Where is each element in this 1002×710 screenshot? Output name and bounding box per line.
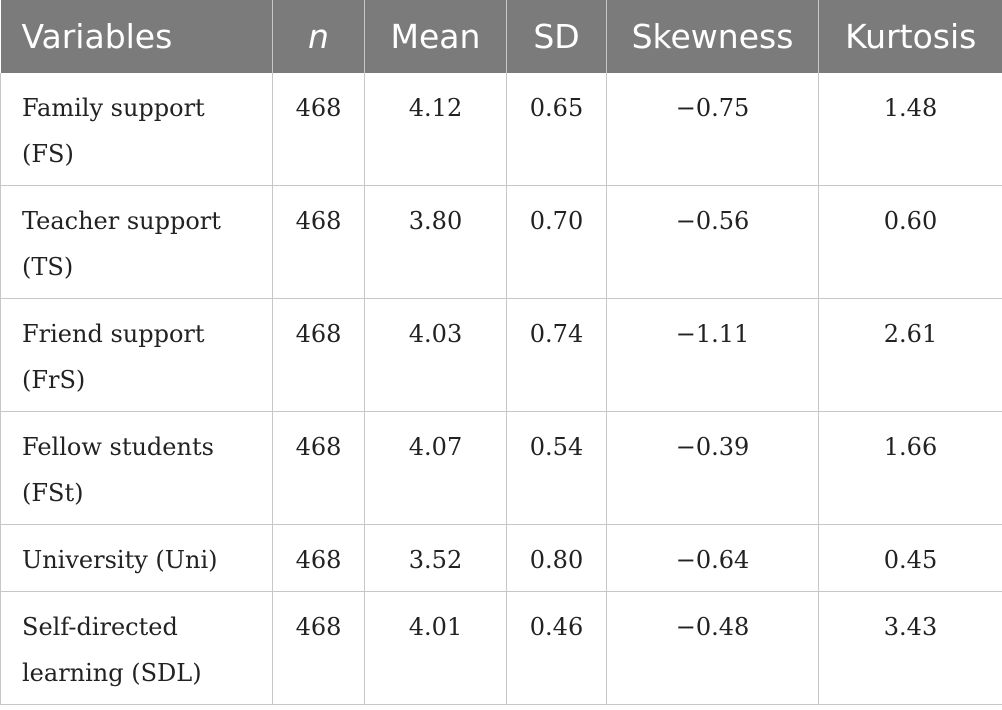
cell-skewness: −0.56 (606, 185, 819, 299)
cell-n: 468 (272, 411, 365, 525)
cell-sd: 0.54 (506, 411, 607, 525)
variable-line: (FSt) (22, 479, 84, 507)
variable-line: Family support (22, 94, 205, 122)
cell-mean: 3.80 (364, 185, 507, 299)
cell-skewness: −0.75 (606, 73, 819, 186)
table-header: Variables n Mean SD Skewness Kurtosis (0, 0, 1002, 73)
cell-mean: 4.01 (364, 591, 507, 705)
cell-kurtosis: 0.60 (818, 185, 1002, 299)
cell-n: 468 (272, 524, 365, 592)
variable-line: Teacher support (22, 207, 221, 235)
header-row: Variables n Mean SD Skewness Kurtosis (0, 0, 1002, 73)
cell-skewness: −0.39 (606, 411, 819, 525)
cell-variable: Self-directed learning (SDL) (0, 591, 273, 705)
cell-sd: 0.70 (506, 185, 607, 299)
cell-n: 468 (272, 591, 365, 705)
cell-mean: 4.03 (364, 298, 507, 412)
cell-mean: 4.12 (364, 73, 507, 186)
table-row: University (Uni) 468 3.52 0.80 −0.64 0.4… (0, 524, 1002, 592)
table-row: Friend support (FrS) 468 4.03 0.74 −1.11 … (0, 298, 1002, 412)
variable-line: Friend support (22, 320, 205, 348)
cell-skewness: −0.48 (606, 591, 819, 705)
cell-kurtosis: 3.43 (818, 591, 1002, 705)
cell-n: 468 (272, 298, 365, 412)
header-sd: SD (506, 0, 607, 73)
cell-kurtosis: 1.66 (818, 411, 1002, 525)
cell-skewness: −1.11 (606, 298, 819, 412)
cell-skewness: −0.64 (606, 524, 819, 592)
cell-kurtosis: 2.61 (818, 298, 1002, 412)
header-skewness: Skewness (606, 0, 819, 73)
table-row: Self-directed learning (SDL) 468 4.01 0.4… (0, 591, 1002, 705)
variable-line: (FS) (22, 140, 74, 168)
table-row: Family support (FS) 468 4.12 0.65 −0.75 1… (0, 73, 1002, 186)
cell-sd: 0.74 (506, 298, 607, 412)
table-row: Teacher support (TS) 468 3.80 0.70 −0.56 … (0, 185, 1002, 299)
variable-line: Self-directed (22, 613, 178, 641)
cell-sd: 0.65 (506, 73, 607, 186)
header-mean: Mean (364, 0, 507, 73)
variable-line: University (Uni) (22, 546, 218, 574)
table-row: Fellow students (FSt) 468 4.07 0.54 −0.39… (0, 411, 1002, 525)
header-kurtosis: Kurtosis (818, 0, 1002, 73)
cell-sd: 0.46 (506, 591, 607, 705)
header-n: n (272, 0, 365, 73)
cell-n: 468 (272, 73, 365, 186)
cell-n: 468 (272, 185, 365, 299)
cell-mean: 4.07 (364, 411, 507, 525)
variable-line: (FrS) (22, 366, 86, 394)
variable-line: learning (SDL) (22, 659, 202, 687)
cell-variable: Family support (FS) (0, 73, 273, 186)
header-variables: Variables (0, 0, 273, 73)
cell-sd: 0.80 (506, 524, 607, 592)
cell-variable: Teacher support (TS) (0, 185, 273, 299)
cell-mean: 3.52 (364, 524, 507, 592)
cell-kurtosis: 1.48 (818, 73, 1002, 186)
variable-line: Fellow students (22, 433, 214, 461)
cell-variable: Fellow students (FSt) (0, 411, 273, 525)
table-body: Family support (FS) 468 4.12 0.65 −0.75 1… (0, 73, 1002, 705)
cell-variable: University (Uni) (0, 524, 273, 592)
cell-kurtosis: 0.45 (818, 524, 1002, 592)
cell-variable: Friend support (FrS) (0, 298, 273, 412)
variable-line: (TS) (22, 253, 74, 281)
